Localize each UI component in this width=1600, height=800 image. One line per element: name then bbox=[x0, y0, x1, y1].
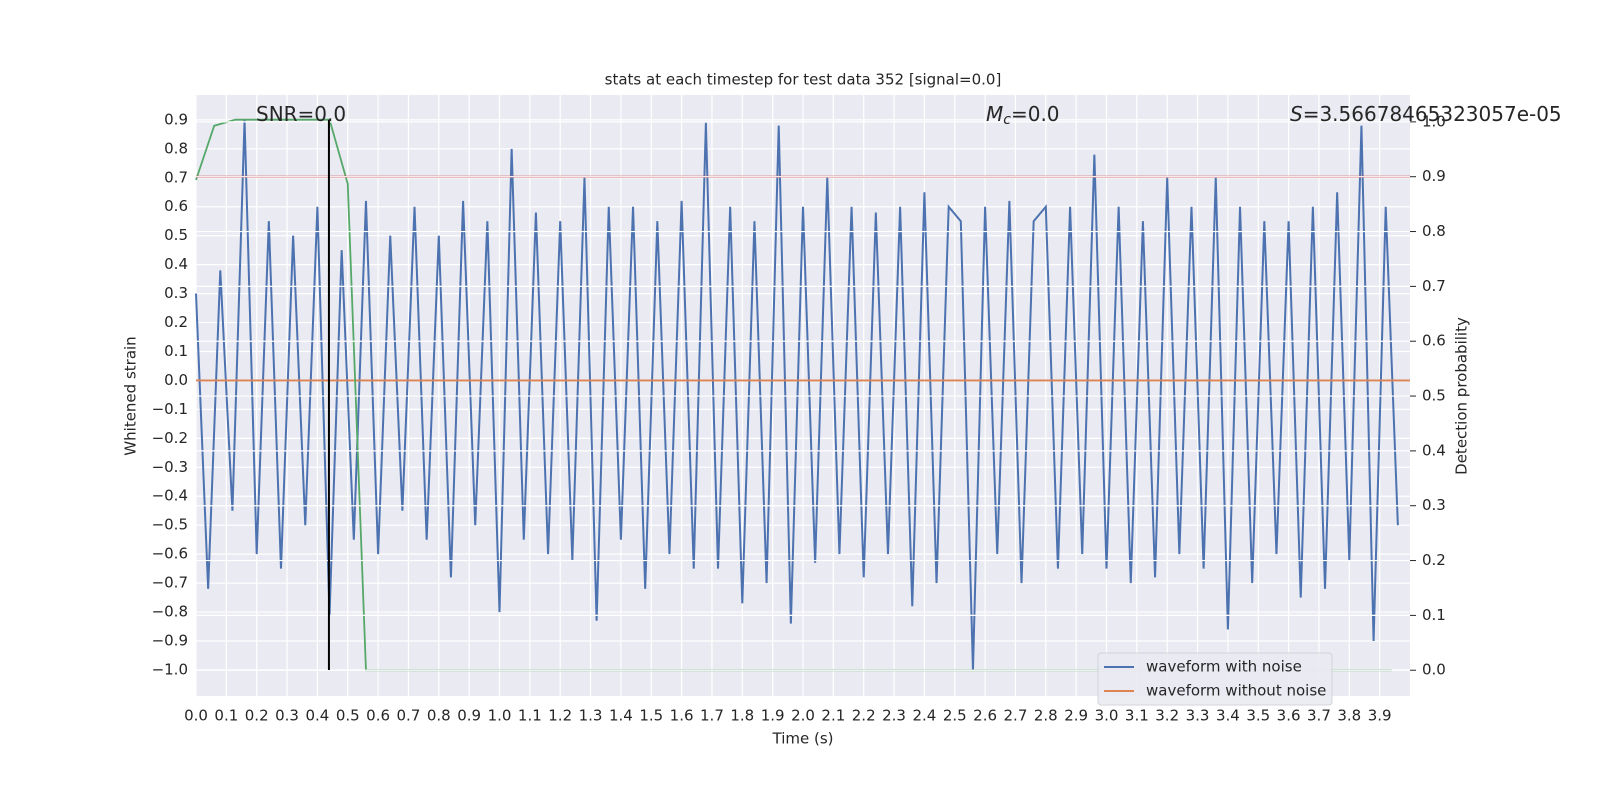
y-tick-label: 0.9 bbox=[164, 110, 188, 128]
annotation-symbol: M bbox=[986, 102, 1003, 126]
x-tick-label: 3.3 bbox=[1186, 707, 1210, 725]
x-tick-label: 3.2 bbox=[1155, 707, 1179, 725]
x-tick-label: 1.3 bbox=[579, 707, 603, 725]
y-tick-label: −0.5 bbox=[152, 516, 188, 534]
x-tick-label: 1.1 bbox=[518, 707, 542, 725]
y-tick-label: −0.6 bbox=[152, 545, 188, 563]
x-tick-label: 1.9 bbox=[761, 707, 785, 725]
x-tick-label: 0.3 bbox=[275, 707, 299, 725]
x-tick-label: 0.6 bbox=[366, 707, 390, 725]
x-tick-label: 3.5 bbox=[1246, 707, 1270, 725]
y-tick-label: −0.3 bbox=[152, 458, 188, 476]
x-tick-label: 0.8 bbox=[427, 707, 451, 725]
y-tick-label: −0.8 bbox=[152, 603, 188, 621]
annotation-text: =3.56678465323057e-05 bbox=[1303, 102, 1562, 126]
x-tick-label: 3.0 bbox=[1095, 707, 1119, 725]
y-tick-label: 0.5 bbox=[164, 226, 188, 244]
y-tick-label: −0.4 bbox=[152, 487, 188, 505]
x-tick-label: 2.0 bbox=[791, 707, 815, 725]
x-tick-label: 3.1 bbox=[1125, 707, 1149, 725]
legend-box bbox=[1097, 652, 1333, 706]
y-tick-label: 0.6 bbox=[164, 197, 188, 215]
x-tick-label: 0.0 bbox=[184, 707, 208, 725]
y2-tick-label: 1.0 bbox=[1422, 112, 1446, 130]
x-tick-label: 0.9 bbox=[457, 707, 481, 725]
annotation: Mc=0.0 bbox=[986, 102, 1060, 129]
x-tick-label: 2.8 bbox=[1034, 707, 1058, 725]
y2-axis-label: Detection probability bbox=[1453, 317, 1471, 475]
x-tick-label: 1.5 bbox=[639, 707, 663, 725]
x-tick-label: 0.4 bbox=[305, 707, 329, 725]
x-tick-label: 0.1 bbox=[214, 707, 238, 725]
annotation-text: SNR=0.0 bbox=[256, 102, 346, 126]
y-tick-label: 0.1 bbox=[164, 342, 188, 360]
x-tick-label: 2.9 bbox=[1064, 707, 1088, 725]
x-tick-label: 2.5 bbox=[943, 707, 967, 725]
y-tick-label: 0.8 bbox=[164, 139, 188, 157]
x-tick-label: 2.4 bbox=[912, 707, 936, 725]
y2-tick-label: 0.3 bbox=[1422, 496, 1446, 514]
y-tick-label: 0.2 bbox=[164, 313, 188, 331]
x-tick-label: 0.2 bbox=[245, 707, 269, 725]
y2-tick-label: 0.4 bbox=[1422, 441, 1446, 459]
x-tick-label: 3.6 bbox=[1277, 707, 1301, 725]
y-tick-label: −0.9 bbox=[152, 631, 188, 649]
legend-label: waveform with noise bbox=[1146, 658, 1302, 676]
x-tick-label: 2.6 bbox=[973, 707, 997, 725]
x-tick-label: 3.9 bbox=[1368, 707, 1392, 725]
x-tick-label: 2.1 bbox=[821, 707, 845, 725]
annotation: SNR=0.0 bbox=[256, 102, 346, 126]
y-tick-label: 0.4 bbox=[164, 255, 188, 273]
series-line bbox=[195, 119, 1399, 670]
y-tick-label: −0.7 bbox=[152, 574, 188, 592]
x-tick-label: 0.7 bbox=[397, 707, 421, 725]
y-tick-label: −0.2 bbox=[152, 429, 188, 447]
y2-tick-label: 0.9 bbox=[1422, 167, 1446, 185]
y-tick-label: 0.7 bbox=[164, 168, 188, 186]
legend-label: waveform without noise bbox=[1146, 682, 1326, 700]
y-tick-label: 0.0 bbox=[164, 371, 188, 389]
x-tick-label: 1.4 bbox=[609, 707, 633, 725]
annotation-subscript: c bbox=[1003, 112, 1011, 128]
y-tick-label: −0.1 bbox=[152, 400, 188, 418]
annotation-symbol: S bbox=[1290, 102, 1303, 126]
x-tick-label: 2.3 bbox=[882, 707, 906, 725]
y-tick-label: 0.3 bbox=[164, 284, 188, 302]
y2-tick-label: 0.0 bbox=[1422, 661, 1446, 679]
y2-tick-label: 0.1 bbox=[1422, 606, 1446, 624]
x-tick-label: 3.8 bbox=[1337, 707, 1361, 725]
y2-tick-label: 0.8 bbox=[1422, 222, 1446, 240]
y-axis-label: Whitened strain bbox=[122, 336, 140, 455]
x-tick-label: 1.8 bbox=[730, 707, 754, 725]
x-tick-label: 3.7 bbox=[1307, 707, 1331, 725]
x-tick-label: 1.2 bbox=[548, 707, 572, 725]
legend: waveform with noise waveform without nois… bbox=[1097, 652, 1333, 706]
y2-tick-label: 0.7 bbox=[1422, 277, 1446, 295]
y-tick-label: −1.0 bbox=[152, 660, 188, 678]
y2-tick-label: 0.5 bbox=[1422, 387, 1446, 405]
x-axis-label: Time (s) bbox=[772, 730, 834, 748]
x-tick-label: 2.2 bbox=[852, 707, 876, 725]
x-tick-label: 1.7 bbox=[700, 707, 724, 725]
annotation: S=3.56678465323057e-05 bbox=[1290, 102, 1562, 126]
x-tick-label: 2.7 bbox=[1004, 707, 1028, 725]
chart-title: stats at each timestep for test data 352… bbox=[605, 71, 1002, 89]
y2-tick-label: 0.6 bbox=[1422, 332, 1446, 350]
x-tick-label: 0.5 bbox=[336, 707, 360, 725]
x-tick-label: 1.6 bbox=[670, 707, 694, 725]
annotation-text: =0.0 bbox=[1011, 102, 1060, 126]
y2-tick-label: 0.2 bbox=[1422, 551, 1446, 569]
x-tick-label: 1.0 bbox=[488, 707, 512, 725]
x-tick-label: 3.4 bbox=[1216, 707, 1240, 725]
